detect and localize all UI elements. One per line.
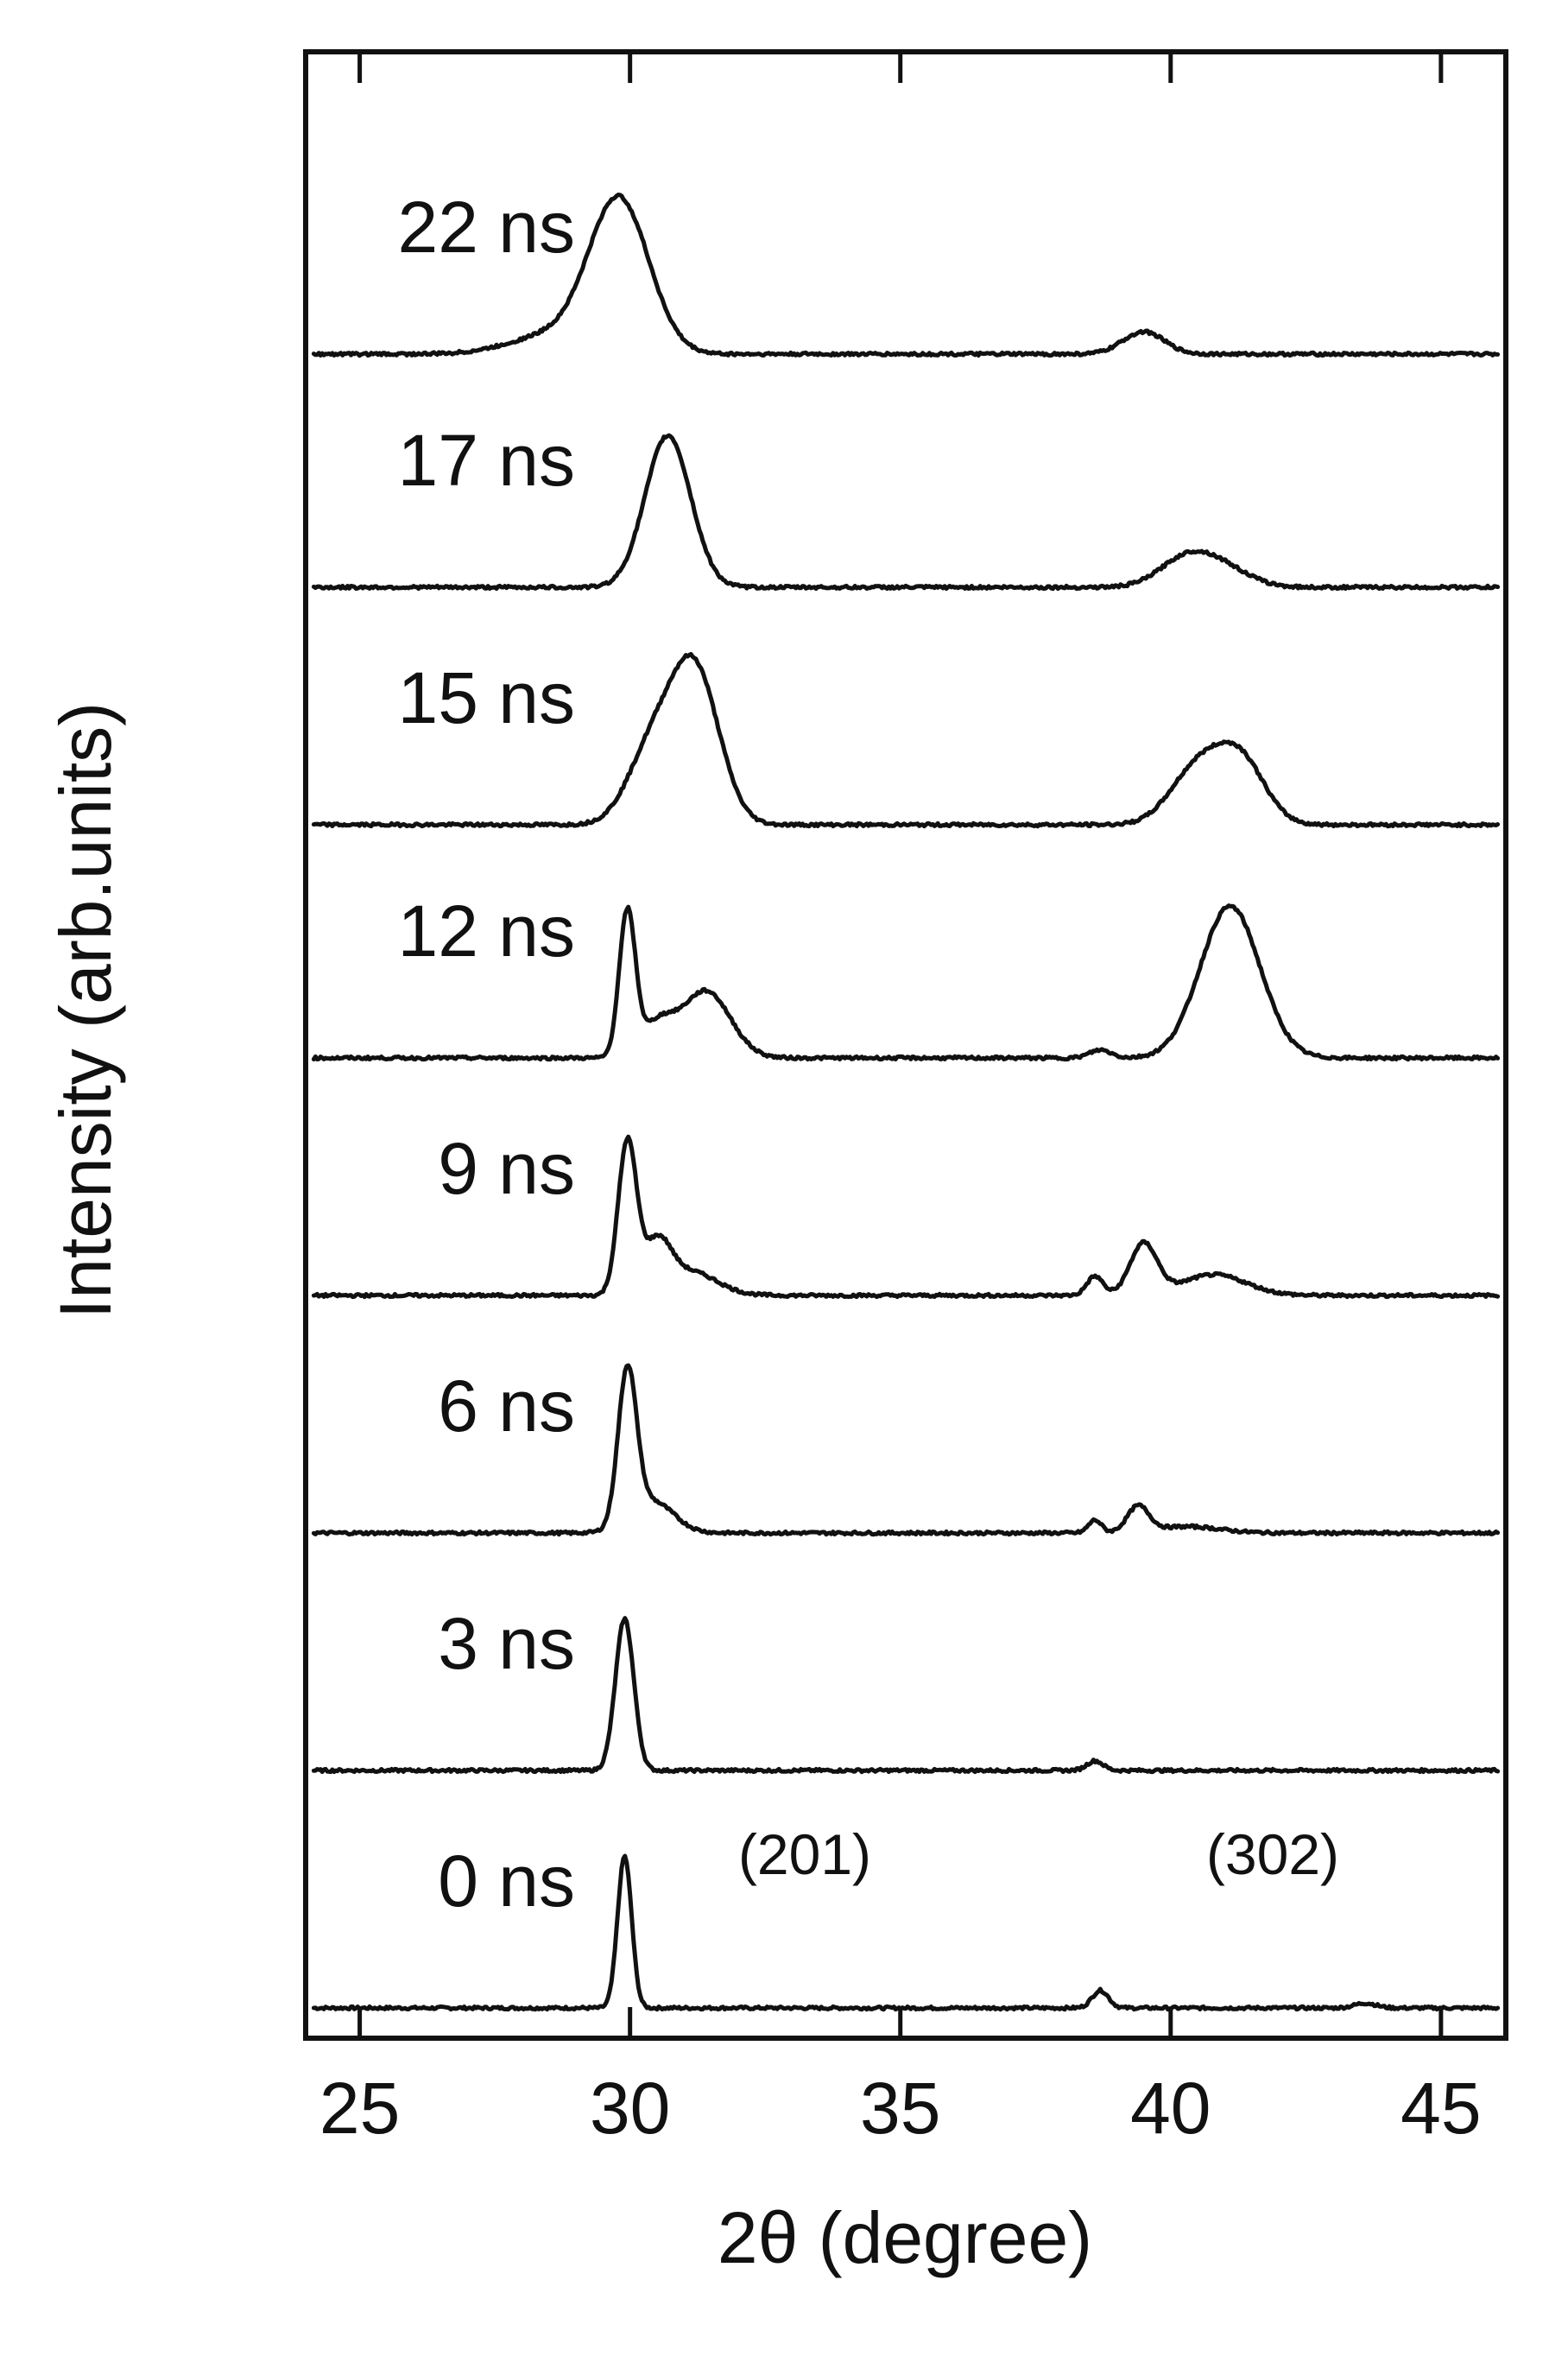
trace-12-ns bbox=[311, 903, 1501, 1062]
peak-label-302: (302) bbox=[1206, 1822, 1339, 1886]
y-axis-title: Intensity (arb.units) bbox=[45, 702, 126, 1319]
series-label-15-ns: 15 ns bbox=[398, 657, 576, 738]
x-axis-title: 2θ (degree) bbox=[718, 2197, 1092, 2278]
series-label-0-ns: 0 ns bbox=[438, 1840, 575, 1922]
trace-15-ns bbox=[311, 652, 1501, 829]
trace-0-ns bbox=[311, 1853, 1501, 2012]
series-label-17-ns: 17 ns bbox=[398, 420, 576, 501]
plot-frame bbox=[303, 49, 1508, 2041]
series-label-6-ns: 6 ns bbox=[438, 1365, 575, 1447]
x-axis-ticks bbox=[357, 52, 1444, 2038]
x-tick-label-45: 45 bbox=[1400, 2068, 1481, 2149]
series-label-22-ns: 22 ns bbox=[398, 187, 576, 268]
x-tick-label-30: 30 bbox=[590, 2068, 670, 2149]
trace-17-ns bbox=[311, 433, 1501, 592]
trace-3-ns bbox=[311, 1616, 1501, 1775]
trace-6-ns bbox=[311, 1363, 1501, 1537]
series-label-9-ns: 9 ns bbox=[438, 1128, 575, 1209]
x-tick-label-35: 35 bbox=[860, 2068, 940, 2149]
x-axis-tick-labels: 25 30 35 40 45 bbox=[319, 2068, 1482, 2149]
series-traces bbox=[311, 193, 1501, 2012]
series-label-3-ns: 3 ns bbox=[438, 1603, 575, 1684]
trace-9-ns bbox=[311, 1134, 1501, 1300]
series-labels: 0 ns 3 ns 6 ns 9 ns 12 ns 15 ns 17 ns 22 ns bbox=[398, 187, 576, 1922]
trace-22-ns bbox=[311, 193, 1501, 358]
peak-label-201: (201) bbox=[738, 1822, 871, 1886]
x-tick-label-40: 40 bbox=[1130, 2068, 1211, 2149]
x-tick-label-25: 25 bbox=[319, 2068, 400, 2149]
series-label-12-ns: 12 ns bbox=[398, 890, 576, 972]
